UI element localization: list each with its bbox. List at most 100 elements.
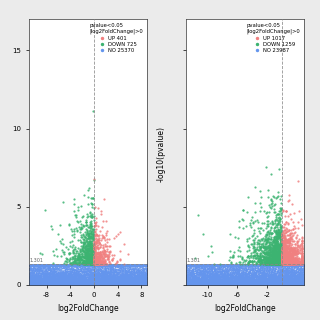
Point: [253, 255, 258, 260]
Point: [102, 282, 108, 287]
Point: [75, 282, 80, 287]
Point: [210, 277, 215, 282]
Point: [226, 278, 231, 283]
Point: [237, 282, 242, 287]
Point: [76, 270, 82, 275]
Point: [276, 252, 281, 257]
Point: [253, 262, 259, 268]
Point: [183, 277, 188, 282]
Point: [282, 256, 287, 261]
Point: [80, 281, 85, 286]
Point: [231, 282, 236, 287]
Point: [103, 282, 108, 287]
Point: [94, 262, 100, 268]
Point: [284, 220, 289, 225]
Point: [299, 272, 304, 277]
Point: [63, 268, 68, 273]
Point: [245, 262, 250, 268]
Point: [105, 282, 110, 287]
Point: [64, 270, 69, 275]
Point: [139, 281, 144, 286]
Point: [262, 262, 267, 268]
Point: [202, 280, 207, 285]
Point: [43, 262, 48, 268]
Point: [296, 280, 301, 285]
Point: [260, 262, 266, 268]
Point: [280, 252, 285, 257]
Point: [144, 277, 149, 282]
Point: [204, 282, 209, 287]
Point: [194, 282, 199, 287]
Point: [130, 272, 135, 277]
Point: [274, 274, 279, 279]
Point: [64, 274, 69, 279]
Point: [57, 281, 62, 286]
Point: [53, 272, 59, 277]
Point: [256, 282, 261, 287]
Point: [62, 271, 67, 276]
Point: [198, 262, 204, 268]
Point: [220, 268, 226, 273]
Point: [99, 262, 104, 268]
Point: [205, 282, 210, 287]
Point: [108, 262, 113, 268]
Point: [285, 282, 290, 287]
Point: [284, 282, 290, 287]
Point: [293, 280, 298, 285]
Point: [287, 264, 292, 269]
Point: [104, 262, 109, 268]
Point: [50, 262, 55, 268]
Point: [35, 262, 40, 268]
Point: [243, 281, 248, 286]
Point: [209, 282, 214, 287]
Point: [93, 280, 99, 285]
Point: [52, 278, 58, 283]
Point: [236, 274, 241, 279]
Point: [108, 277, 113, 282]
Point: [274, 281, 279, 286]
Point: [285, 282, 290, 287]
Point: [270, 280, 276, 285]
Point: [29, 282, 34, 287]
Point: [141, 282, 147, 287]
Point: [294, 282, 299, 287]
Point: [268, 282, 274, 287]
Point: [89, 266, 94, 271]
Point: [68, 279, 73, 284]
Point: [286, 282, 291, 287]
Point: [96, 262, 101, 268]
Point: [101, 282, 107, 287]
Point: [39, 278, 44, 284]
Point: [141, 275, 147, 280]
Point: [68, 278, 73, 284]
Point: [273, 279, 278, 284]
Point: [256, 262, 261, 268]
Point: [68, 282, 73, 287]
Point: [53, 282, 58, 287]
Point: [263, 282, 268, 287]
Point: [214, 282, 219, 287]
Point: [79, 268, 84, 273]
Point: [225, 262, 230, 268]
Point: [87, 280, 92, 285]
Point: [204, 278, 210, 284]
Point: [53, 280, 58, 285]
Point: [222, 268, 227, 274]
Point: [94, 252, 100, 257]
Point: [64, 278, 69, 283]
Point: [110, 269, 115, 274]
Point: [248, 266, 253, 271]
Point: [46, 275, 51, 280]
Point: [199, 279, 204, 284]
Point: [274, 263, 279, 268]
Point: [227, 282, 232, 287]
Point: [45, 282, 51, 287]
Point: [143, 262, 148, 268]
Point: [139, 282, 144, 287]
Point: [258, 262, 263, 268]
Point: [212, 273, 217, 278]
Point: [66, 279, 71, 284]
Point: [185, 280, 190, 285]
Point: [288, 282, 293, 287]
Point: [214, 272, 220, 277]
